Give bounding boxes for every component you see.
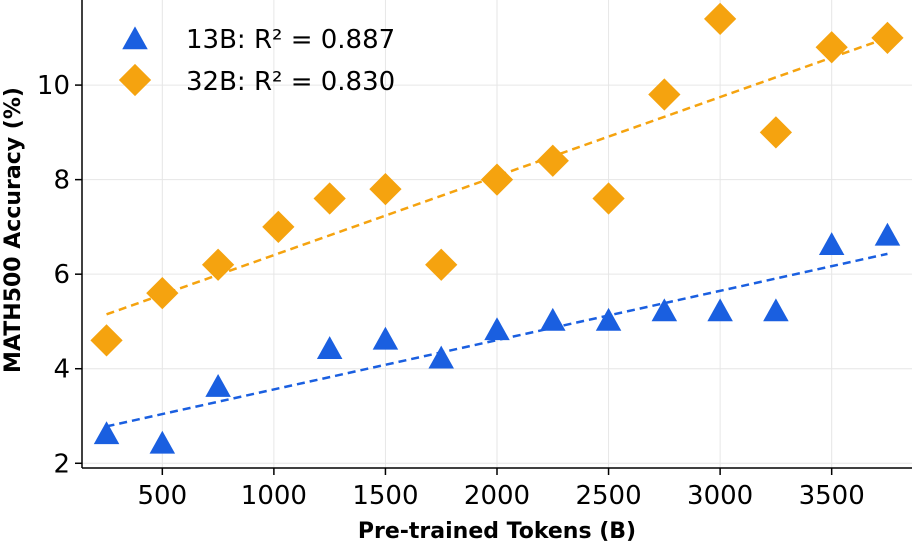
point-32b [480,163,514,196]
fit-line-13b [106,252,888,428]
tick-labels: 500 1000 1500 2000 2500 3000 3500 2 4 6 8 10 [37,71,865,511]
data-points [90,2,904,454]
point-13b [874,222,901,246]
point-32b [815,31,848,64]
point-13b [540,307,566,331]
y-tick-label: 10 [37,71,70,101]
point-32b [648,78,681,111]
point-13b [205,373,231,397]
point-32b [90,324,123,357]
legend-marker-32b [118,63,152,97]
x-tick-label: 2000 [464,481,530,511]
y-tick-label: 4 [53,355,70,385]
x-axis-title: Pre-trained Tokens (B) [358,519,636,543]
point-32b [369,172,402,206]
point-32b [759,116,793,149]
point-13b [484,317,510,341]
point-13b [372,326,399,350]
legend-marker-13b [122,26,148,50]
legend-label-13b: 13B: R² = 0.887 [186,25,395,55]
point-32b [262,210,295,244]
x-tick-label: 3000 [687,481,753,511]
point-13b [818,232,845,256]
point-13b [93,421,120,445]
point-13b [707,298,733,322]
fit-lines [106,36,888,428]
x-tick-label: 2500 [575,481,641,511]
y-tick-label: 8 [53,166,70,196]
point-13b [595,307,622,331]
grid-lines [82,0,912,468]
x-tick-label: 3500 [799,481,865,511]
x-tick-label: 1500 [352,481,418,511]
point-13b [149,430,176,454]
fit-line-32b [106,36,888,316]
x-tick-label: 500 [138,481,188,511]
x-tick-label: 1000 [241,481,307,511]
axes [75,0,912,475]
point-32b [871,21,904,54]
y-tick-label: 2 [53,449,70,479]
point-13b [316,336,343,360]
point-32b [592,182,625,215]
point-32b [425,248,458,281]
legend: 13B: R² = 0.887 32B: R² = 0.830 [118,25,395,97]
legend-label-32b: 32B: R² = 0.830 [186,67,395,97]
point-32b [201,248,235,281]
point-32b [703,2,737,36]
point-32b [146,276,179,310]
point-13b [651,298,678,322]
point-13b [763,298,789,322]
point-32b [313,182,346,215]
point-32b [536,144,569,177]
point-13b [428,345,454,369]
y-tick-label: 6 [53,260,70,290]
y-axis-title: MATH500 Accuracy (%) [1,87,26,373]
